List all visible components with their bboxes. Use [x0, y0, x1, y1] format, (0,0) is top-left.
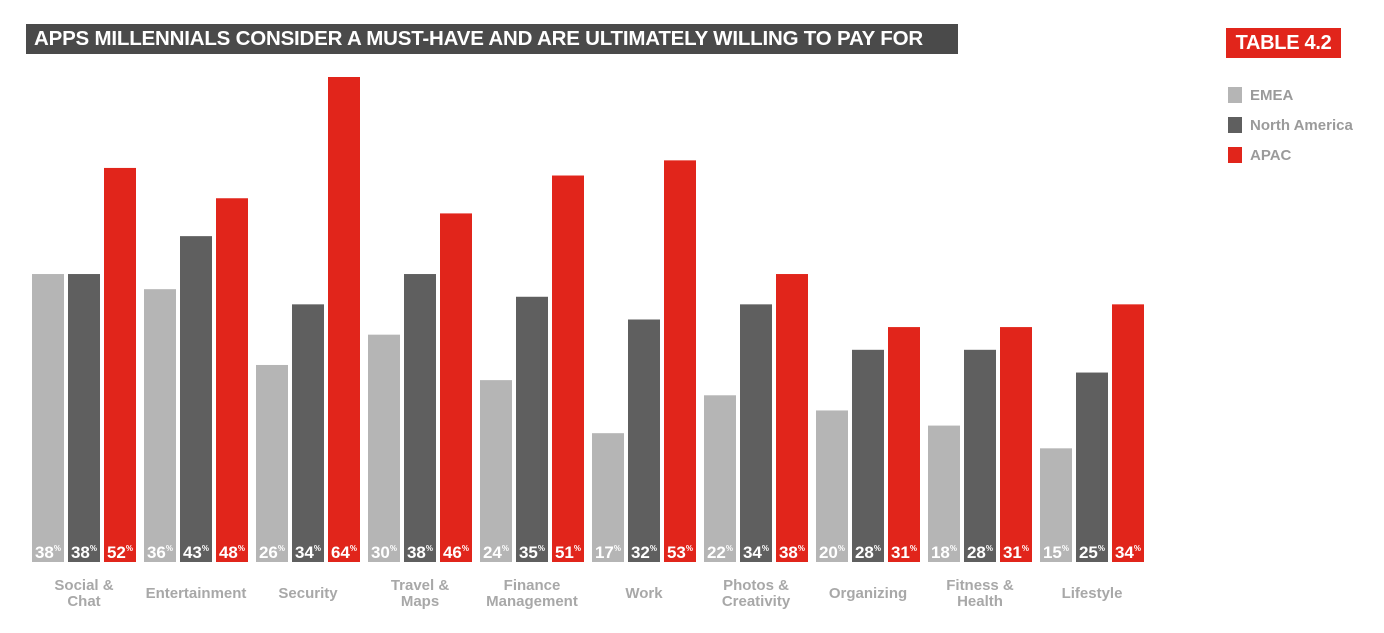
legend-item-apac: APAC [1228, 140, 1353, 170]
value-label-emea-organizing: 20% [819, 543, 845, 562]
bar-north-america-organizing [852, 349, 884, 562]
bar-group-entertainment: 36% 43% 48% [144, 198, 248, 562]
value-label-north-america-lifestyle: 25% [1079, 543, 1105, 562]
value-label-emea-fitness-health: 18% [931, 543, 957, 562]
legend-item-emea: EMEA [1228, 80, 1353, 110]
bar-north-america-lifestyle [1076, 372, 1108, 562]
value-label-north-america-finance-management: 35% [519, 543, 545, 562]
category-label-finance-management: Finance Management [486, 577, 578, 610]
legend-label-north-america: North America [1250, 116, 1353, 134]
bar-group-security: 26% 34% 64% [256, 77, 360, 562]
value-label-emea-work: 17% [595, 543, 621, 562]
bar-north-america-entertainment [180, 236, 212, 562]
value-label-apac-finance-management: 51% [555, 543, 581, 562]
legend-swatch-emea [1228, 87, 1242, 103]
bar-group-social-chat: 38% 38% 52% [32, 167, 136, 562]
bar-north-america-photos-creativity [740, 304, 772, 562]
value-label-emea-entertainment: 36% [147, 543, 173, 562]
value-label-emea-travel-maps: 30% [371, 543, 397, 562]
bar-apac-fitness-health [1000, 327, 1032, 562]
bar-emea-social-chat [32, 274, 64, 562]
bar-emea-lifestyle [1040, 448, 1072, 562]
legend: EMEA North America APAC [1228, 80, 1353, 170]
value-label-emea-photos-creativity: 22% [707, 543, 733, 562]
category-label-entertainment: Entertainment [146, 585, 247, 602]
value-label-emea-finance-management: 24% [483, 543, 509, 562]
bar-north-america-finance-management [516, 296, 548, 562]
bar-apac-organizing [888, 327, 920, 562]
bar-group-lifestyle: 15% 25% 34% [1040, 304, 1144, 562]
bar-apac-social-chat [104, 167, 136, 562]
value-label-apac-entertainment: 48% [219, 543, 245, 562]
bar-emea-entertainment [144, 289, 176, 562]
bar-north-america-fitness-health [964, 349, 996, 562]
bar-group-work: 17% 32% 53% [592, 160, 696, 562]
bar-emea-organizing [816, 410, 848, 562]
legend-label-emea: EMEA [1250, 86, 1294, 104]
category-label-organizing: Organizing [829, 585, 907, 602]
bar-north-america-travel-maps [404, 274, 436, 562]
legend-swatch-apac [1228, 147, 1242, 163]
value-label-apac-photos-creativity: 38% [779, 543, 805, 562]
bar-apac-entertainment [216, 198, 248, 562]
category-label-lifestyle: Lifestyle [1062, 585, 1123, 602]
bar-apac-security [328, 77, 360, 562]
category-label-photos-creativity: Photos & Creativity [722, 577, 791, 610]
bar-apac-travel-maps [440, 213, 472, 562]
bar-group-travel-maps: 30% 38% 46% [368, 213, 472, 562]
bar-emea-fitness-health [928, 425, 960, 562]
value-label-emea-security: 26% [259, 543, 285, 562]
value-label-apac-lifestyle: 34% [1115, 543, 1141, 562]
value-label-apac-social-chat: 52% [107, 543, 133, 562]
bar-emea-work [592, 433, 624, 562]
legend-swatch-north-america [1228, 117, 1242, 133]
bar-north-america-security [292, 304, 324, 562]
category-label-social-chat: Social & Chat [54, 577, 113, 610]
bar-north-america-work [628, 319, 660, 562]
value-label-north-america-security: 34% [295, 543, 321, 562]
value-label-north-america-work: 32% [631, 543, 657, 562]
legend-label-apac: APAC [1250, 146, 1292, 164]
bar-emea-security [256, 364, 288, 562]
bar-north-america-social-chat [68, 274, 100, 562]
legend-item-north-america: North America [1228, 110, 1353, 140]
value-label-apac-travel-maps: 46% [443, 543, 469, 562]
table-badge: TABLE 4.2 [1226, 28, 1341, 58]
bar-apac-lifestyle [1112, 304, 1144, 562]
bar-group-photos-creativity: 22% 34% 38% [704, 274, 808, 562]
bar-apac-photos-creativity [776, 274, 808, 562]
bar-group-fitness-health: 18% 28% 31% [928, 327, 1032, 562]
value-label-emea-social-chat: 38% [35, 543, 61, 562]
bar-emea-finance-management [480, 380, 512, 562]
bar-emea-travel-maps [368, 334, 400, 562]
bar-group-organizing: 20% 28% 31% [816, 327, 920, 562]
bar-emea-photos-creativity [704, 395, 736, 562]
value-label-north-america-fitness-health: 28% [967, 543, 993, 562]
category-label-security: Security [278, 585, 338, 602]
category-label-travel-maps: Travel & Maps [391, 577, 450, 610]
value-label-emea-lifestyle: 15% [1043, 543, 1069, 562]
category-label-fitness-health: Fitness & Health [946, 577, 1014, 610]
bar-apac-finance-management [552, 175, 584, 562]
value-label-north-america-social-chat: 38% [71, 543, 97, 562]
value-label-apac-organizing: 31% [891, 543, 917, 562]
value-label-north-america-photos-creativity: 34% [743, 543, 769, 562]
category-label-work: Work [625, 585, 663, 602]
value-label-apac-security: 64% [331, 543, 357, 562]
bar-group-finance-management: 24% 35% 51% [480, 175, 584, 562]
value-label-apac-fitness-health: 31% [1003, 543, 1029, 562]
value-label-north-america-entertainment: 43% [183, 543, 209, 562]
value-label-north-america-organizing: 28% [855, 543, 881, 562]
bar-apac-work [664, 160, 696, 562]
value-label-north-america-travel-maps: 38% [407, 543, 433, 562]
chart-title: APPS MILLENNIALS CONSIDER A MUST-HAVE AN… [26, 24, 958, 54]
value-label-apac-work: 53% [667, 543, 693, 562]
